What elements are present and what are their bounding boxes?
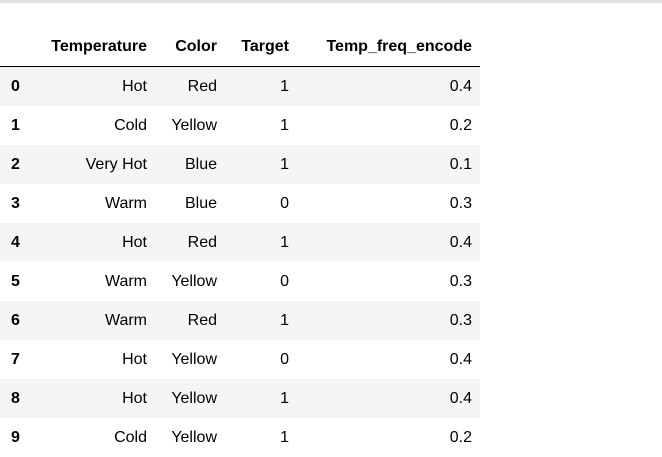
cell-color: Yellow [155, 106, 225, 145]
dataframe-table: Temperature Color Target Temp_freq_encod… [0, 28, 480, 457]
cell-color: Red [155, 67, 225, 107]
cell-color: Yellow [155, 418, 225, 457]
cell-color: Red [155, 301, 225, 340]
cell-target: 1 [225, 145, 297, 184]
row-index: 9 [0, 418, 40, 457]
cell-temp-freq-encode: 0.2 [297, 106, 480, 145]
cell-target: 1 [225, 301, 297, 340]
cell-target: 1 [225, 418, 297, 457]
row-index: 1 [0, 106, 40, 145]
row-index: 3 [0, 184, 40, 223]
column-header-temperature: Temperature [40, 28, 155, 67]
cell-temp-freq-encode: 0.3 [297, 262, 480, 301]
cell-temperature: Cold [40, 106, 155, 145]
cell-color: Yellow [155, 262, 225, 301]
column-header-temp-freq-encode: Temp_freq_encode [297, 28, 480, 67]
cell-temperature: Warm [40, 262, 155, 301]
cell-temperature: Hot [40, 67, 155, 107]
cell-target: 0 [225, 184, 297, 223]
column-header-target: Target [225, 28, 297, 67]
cell-target: 1 [225, 223, 297, 262]
row-index: 0 [0, 67, 40, 107]
row-index: 2 [0, 145, 40, 184]
cell-target: 1 [225, 379, 297, 418]
cell-temp-freq-encode: 0.3 [297, 301, 480, 340]
table-header: Temperature Color Target Temp_freq_encod… [0, 28, 480, 67]
row-index: 6 [0, 301, 40, 340]
cell-color: Yellow [155, 379, 225, 418]
cell-color: Blue [155, 184, 225, 223]
cell-target: 0 [225, 262, 297, 301]
cell-target: 1 [225, 67, 297, 107]
cell-color: Blue [155, 145, 225, 184]
cell-temperature: Warm [40, 301, 155, 340]
row-index: 8 [0, 379, 40, 418]
output-area-divider [0, 0, 662, 3]
cell-temp-freq-encode: 0.4 [297, 67, 480, 107]
column-header-color: Color [155, 28, 225, 67]
cell-temp-freq-encode: 0.4 [297, 223, 480, 262]
cell-temp-freq-encode: 0.3 [297, 184, 480, 223]
header-row: Temperature Color Target Temp_freq_encod… [0, 28, 480, 67]
cell-temp-freq-encode: 0.1 [297, 145, 480, 184]
row-index: 7 [0, 340, 40, 379]
index-header [0, 28, 40, 67]
cell-temperature: Cold [40, 418, 155, 457]
cell-target: 0 [225, 340, 297, 379]
cell-temperature: Hot [40, 379, 155, 418]
cell-temperature: Very Hot [40, 145, 155, 184]
cell-temp-freq-encode: 0.4 [297, 379, 480, 418]
cell-color: Yellow [155, 340, 225, 379]
cell-temp-freq-encode: 0.4 [297, 340, 480, 379]
cell-temperature: Hot [40, 340, 155, 379]
cell-temp-freq-encode: 0.2 [297, 418, 480, 457]
cell-temperature: Warm [40, 184, 155, 223]
row-index: 4 [0, 223, 40, 262]
row-index: 5 [0, 262, 40, 301]
cell-target: 1 [225, 106, 297, 145]
cell-temperature: Hot [40, 223, 155, 262]
cell-color: Red [155, 223, 225, 262]
